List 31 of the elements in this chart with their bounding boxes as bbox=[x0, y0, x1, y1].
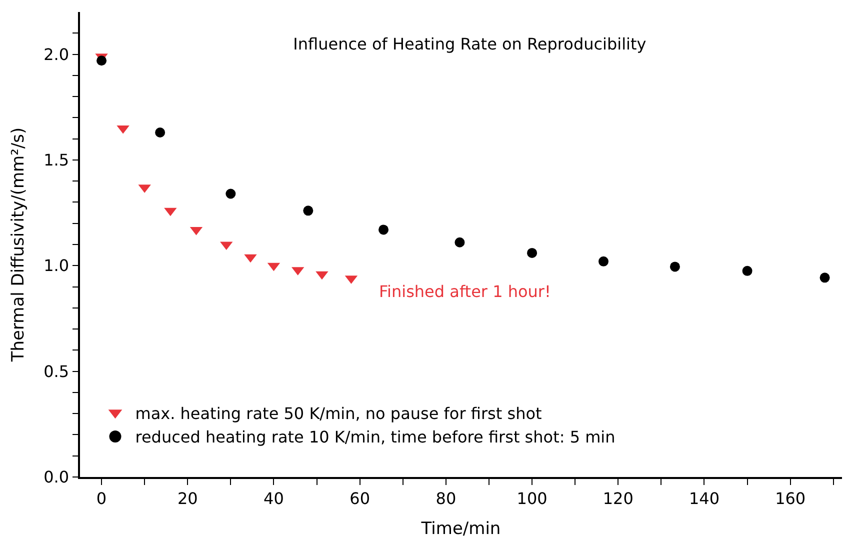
y-tick-label: 0.0 bbox=[44, 468, 70, 487]
point bbox=[96, 56, 107, 66]
x-tick-label: 60 bbox=[350, 488, 370, 508]
point bbox=[820, 272, 830, 283]
point bbox=[598, 256, 608, 266]
y-axis-title: Thermal Diffusivity/(mm²/s) bbox=[8, 127, 29, 363]
text: Influence of Heating Rate on Reproducibility bbox=[293, 34, 646, 54]
x-tick-label: 120 bbox=[602, 488, 634, 508]
point bbox=[670, 262, 680, 272]
y-tick-label: 0.5 bbox=[44, 362, 70, 381]
point bbox=[742, 266, 752, 276]
point bbox=[527, 248, 538, 258]
legend-label: max. heating rate 50 K/min, no pause for first shot bbox=[135, 404, 542, 423]
point bbox=[303, 206, 314, 216]
y-tick-label: 1.0 bbox=[44, 256, 70, 276]
x-tick-label: 0 bbox=[96, 488, 107, 508]
legend-label: reduced heating rate 10 K/min, time before first shot: 5 min bbox=[135, 428, 616, 447]
x-axis-title: Time/min bbox=[420, 518, 501, 539]
y-tick-label: 2.0 bbox=[44, 44, 70, 64]
x-tick-label: 100 bbox=[516, 488, 548, 508]
point bbox=[454, 237, 465, 248]
point bbox=[155, 127, 166, 138]
annotation: Finished after 1 hour! bbox=[379, 282, 551, 301]
y-tick-label: 1.5 bbox=[44, 150, 70, 170]
x-tick-label: 140 bbox=[688, 488, 720, 508]
point bbox=[226, 188, 236, 199]
x-tick-label: 40 bbox=[264, 488, 284, 508]
x-tick-label: 20 bbox=[177, 488, 198, 508]
x-tick-label: 160 bbox=[775, 488, 806, 508]
x-tick-label: 80 bbox=[436, 488, 456, 508]
point bbox=[378, 224, 389, 235]
